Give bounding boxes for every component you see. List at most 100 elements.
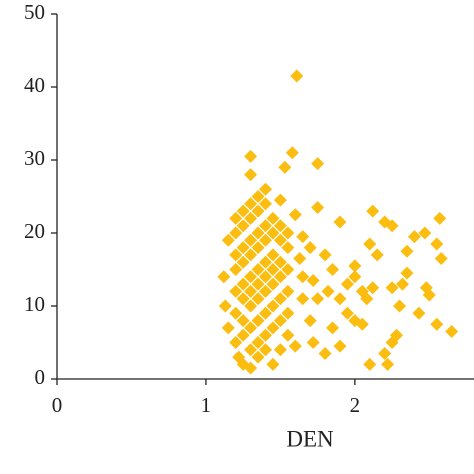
point xyxy=(251,241,265,255)
point xyxy=(251,277,265,291)
point xyxy=(378,346,392,360)
point xyxy=(218,299,232,313)
point xyxy=(259,233,272,247)
point xyxy=(259,306,272,320)
point xyxy=(236,292,250,306)
point xyxy=(281,263,295,276)
point xyxy=(433,211,447,225)
point xyxy=(293,252,307,266)
point xyxy=(244,149,258,163)
point xyxy=(236,277,250,291)
point xyxy=(333,215,347,229)
point xyxy=(318,346,332,360)
point xyxy=(273,193,287,207)
point xyxy=(400,266,414,280)
point xyxy=(363,357,377,371)
point xyxy=(418,226,432,240)
point xyxy=(251,336,265,349)
point xyxy=(273,292,287,306)
point xyxy=(244,284,258,298)
x-tick-label: 0 xyxy=(52,393,63,417)
point xyxy=(217,270,231,284)
point xyxy=(266,263,280,276)
point xyxy=(221,321,235,335)
point xyxy=(259,343,272,357)
point xyxy=(288,208,302,222)
point xyxy=(290,69,304,83)
point xyxy=(244,211,258,225)
point xyxy=(266,321,280,335)
point xyxy=(311,292,325,306)
y-tick-label: 10 xyxy=(24,292,45,316)
point xyxy=(266,226,280,240)
x-tick-label: 2 xyxy=(350,393,361,417)
point xyxy=(348,270,362,284)
point xyxy=(303,241,317,255)
y-tick-label: 30 xyxy=(24,146,45,170)
point xyxy=(281,284,295,298)
point xyxy=(422,288,436,302)
point xyxy=(285,146,299,160)
x-axis-label: DEN xyxy=(286,426,334,451)
y-tick-label: 40 xyxy=(24,73,45,97)
point xyxy=(259,219,272,233)
x-tick-label: 1 xyxy=(201,393,212,417)
point xyxy=(445,325,459,339)
point xyxy=(434,252,448,266)
point xyxy=(288,339,302,353)
point xyxy=(244,270,258,284)
point xyxy=(366,204,380,218)
point xyxy=(244,248,258,262)
point xyxy=(259,255,272,269)
point xyxy=(326,263,340,276)
point xyxy=(366,281,380,295)
point xyxy=(251,314,265,328)
point xyxy=(229,306,243,320)
y-tick-label: 50 xyxy=(24,0,45,24)
point xyxy=(236,204,250,218)
point xyxy=(393,299,407,313)
point xyxy=(333,339,347,353)
point xyxy=(251,350,265,364)
point xyxy=(221,233,235,247)
point xyxy=(266,299,280,313)
point xyxy=(266,357,280,371)
point xyxy=(385,281,399,295)
point xyxy=(229,248,243,262)
point xyxy=(229,336,243,349)
point xyxy=(266,248,280,262)
point xyxy=(311,157,325,171)
point xyxy=(430,237,444,251)
point xyxy=(306,336,320,349)
point xyxy=(236,241,250,255)
point xyxy=(333,292,347,306)
y-tick-label: 0 xyxy=(35,365,46,389)
point xyxy=(340,277,354,291)
point xyxy=(363,237,377,251)
point xyxy=(396,277,410,291)
point xyxy=(430,317,444,331)
point xyxy=(259,328,272,342)
point xyxy=(278,160,292,174)
point xyxy=(407,230,421,244)
point xyxy=(326,321,340,335)
point xyxy=(244,197,258,211)
point xyxy=(273,233,287,247)
point xyxy=(266,211,280,225)
point xyxy=(244,343,258,357)
point xyxy=(251,204,265,218)
point xyxy=(355,317,369,331)
point xyxy=(251,190,265,203)
point xyxy=(390,328,404,342)
point xyxy=(273,219,287,233)
point xyxy=(306,273,320,287)
point xyxy=(281,328,295,342)
point xyxy=(229,211,243,225)
point xyxy=(385,219,399,233)
point xyxy=(273,255,287,269)
point xyxy=(259,270,272,284)
point xyxy=(259,182,272,196)
point xyxy=(311,200,325,214)
point xyxy=(251,292,265,306)
